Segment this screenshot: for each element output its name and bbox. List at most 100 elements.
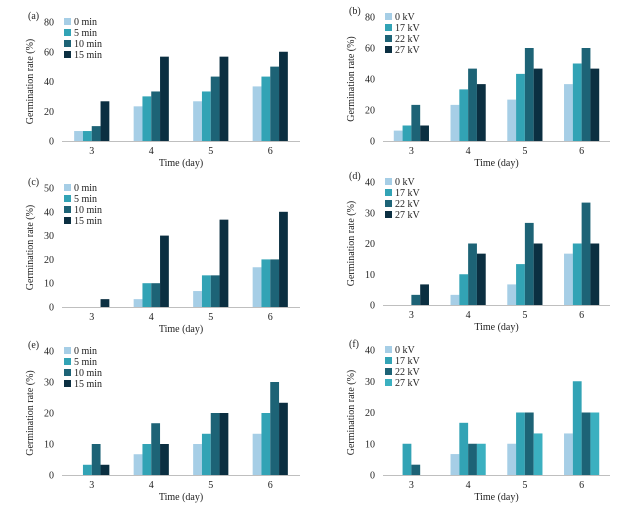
x-tick-label: 4 xyxy=(466,310,471,321)
legend-swatch xyxy=(385,24,392,31)
bar-f-0kV-day6 xyxy=(564,433,573,475)
legend-swatch xyxy=(64,18,71,25)
bar-a-15min-day3 xyxy=(100,101,110,141)
y-tick-label: 0 xyxy=(49,137,54,148)
y-tick-label: 20 xyxy=(365,408,375,419)
bar-f-22kV-day5 xyxy=(524,412,534,475)
legend-label: 27 kV xyxy=(395,210,421,221)
bar-a-5min-day4 xyxy=(142,96,152,141)
bar-f-27kV-day5 xyxy=(533,433,543,475)
bar-a-0min-day5 xyxy=(193,101,202,141)
legend-swatch xyxy=(385,346,392,353)
x-tick-label: 3 xyxy=(89,480,94,491)
legend-swatch xyxy=(385,200,392,207)
legend-label: 17 kV xyxy=(395,188,421,199)
x-axis-label: Time (day) xyxy=(159,492,203,503)
legend-swatch xyxy=(64,358,71,365)
bar-b-27kV-day3 xyxy=(420,125,429,141)
x-tick-label: 3 xyxy=(409,146,414,157)
bar-d-22kV-day5 xyxy=(524,222,534,305)
x-tick-label: 4 xyxy=(149,312,154,323)
y-tick-label: 0 xyxy=(49,471,54,482)
bar-b-0kV-day6 xyxy=(564,84,573,141)
legend-swatch xyxy=(385,368,392,375)
legend-swatch xyxy=(64,369,71,376)
bar-b-27kV-day4 xyxy=(476,84,486,141)
bar-f-22kV-day3 xyxy=(411,464,421,475)
legend-label: 27 kV xyxy=(395,45,421,56)
bar-e-10min-day4 xyxy=(151,423,161,475)
y-tick-label: 10 xyxy=(44,440,54,451)
bar-d-22kV-day4 xyxy=(468,243,477,305)
panel-label: (c) xyxy=(28,177,39,188)
bar-d-17kV-day4 xyxy=(459,274,469,305)
legend-swatch xyxy=(385,211,392,218)
x-tick-label: 6 xyxy=(268,480,273,491)
bar-c-5min-day5 xyxy=(201,275,211,307)
x-tick-label: 4 xyxy=(149,480,154,491)
bar-c-10min-day5 xyxy=(210,275,220,307)
bar-f-17kV-day3 xyxy=(402,443,412,475)
y-tick-label: 30 xyxy=(365,208,375,219)
bar-b-0kV-day5 xyxy=(507,99,517,141)
bar-d-22kV-day6 xyxy=(581,202,591,305)
bar-e-10min-day5 xyxy=(210,413,220,475)
bar-e-15min-day3 xyxy=(100,464,110,475)
legend-label: 17 kV xyxy=(395,356,421,367)
y-tick-label: 10 xyxy=(44,279,54,290)
bar-b-17kV-day5 xyxy=(516,73,525,141)
legend-label: 0 kV xyxy=(395,345,416,356)
y-tick-label: 40 xyxy=(44,207,54,218)
x-tick-label: 6 xyxy=(579,310,584,321)
y-tick-label: 80 xyxy=(44,18,54,29)
bar-d-27kV-day3 xyxy=(420,284,429,305)
bar-f-0kV-day4 xyxy=(450,454,460,475)
legend-swatch xyxy=(64,40,71,47)
x-tick-label: 4 xyxy=(466,146,471,157)
x-tick-label: 5 xyxy=(522,310,527,321)
y-tick-label: 40 xyxy=(365,346,375,357)
y-tick-label: 20 xyxy=(44,409,54,420)
bar-e-10min-day3 xyxy=(91,444,101,475)
x-axis-label: Time (day) xyxy=(474,492,518,503)
panel-label: (b) xyxy=(349,6,361,17)
panel-c: (c) 0 10 20 30 40 50 Germination rate (%) 3 4 5 6 Ti… xyxy=(25,177,300,335)
x-axis-label: Time (day) xyxy=(474,322,518,333)
bar-c-15min-day5 xyxy=(219,219,229,307)
bar-a-15min-day6 xyxy=(279,51,288,141)
y-tick-label: 50 xyxy=(44,184,54,195)
y-tick-label: 30 xyxy=(44,231,54,242)
bar-b-27kV-day6 xyxy=(590,68,600,141)
y-axis-label: Germination rate (%) xyxy=(25,205,36,291)
legend-swatch xyxy=(64,217,71,224)
legend-label: 15 min xyxy=(74,50,102,61)
panel-b: (b) 0 20 40 60 80 Germination rate (%) 3 4 5 6 Time… xyxy=(346,6,610,169)
y-tick-label: 40 xyxy=(365,178,375,189)
bar-e-5min-day6 xyxy=(261,413,271,475)
legend-swatch xyxy=(64,206,71,213)
x-tick-label: 3 xyxy=(409,480,414,491)
legend-swatch xyxy=(385,13,392,20)
legend-swatch xyxy=(64,347,71,354)
legend-swatch xyxy=(64,380,71,387)
y-tick-label: 30 xyxy=(44,378,54,389)
bar-e-10min-day6 xyxy=(270,382,280,475)
legend-label: 0 min xyxy=(74,183,97,194)
bar-a-10min-day3 xyxy=(91,126,101,141)
legend-swatch xyxy=(64,51,71,58)
bar-b-22kV-day5 xyxy=(524,48,534,141)
legend-label: 22 kV xyxy=(395,34,421,45)
bar-e-15min-day6 xyxy=(279,402,288,475)
legend-label: 0 kV xyxy=(395,12,416,23)
y-tick-label: 40 xyxy=(44,77,54,88)
x-tick-label: 5 xyxy=(522,146,527,157)
bar-c-0min-day5 xyxy=(193,291,202,307)
x-tick-label: 6 xyxy=(268,146,273,157)
panel-label: (f) xyxy=(349,339,359,350)
x-tick-label: 5 xyxy=(208,480,213,491)
bar-e-0min-day4 xyxy=(133,454,143,475)
bar-c-15min-day4 xyxy=(160,235,169,307)
y-axis-label: Germination rate (%) xyxy=(346,36,357,122)
bar-c-5min-day4 xyxy=(142,283,152,307)
x-tick-label: 5 xyxy=(522,480,527,491)
